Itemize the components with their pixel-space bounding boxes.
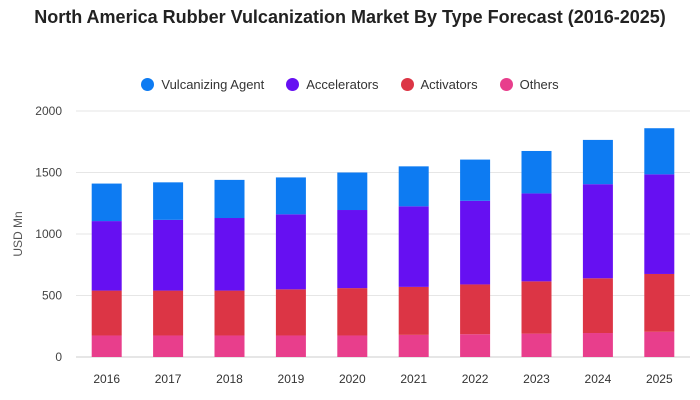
legend-swatch-icon: [286, 77, 300, 91]
x-tick-label: 2025: [646, 372, 673, 386]
x-tick-label: 2022: [462, 372, 489, 386]
x-tick-label: 2017: [155, 372, 182, 386]
legend-label: Others: [519, 76, 559, 92]
legend-label: Accelerators: [306, 76, 379, 92]
x-tick-label: 2020: [339, 372, 366, 386]
bar-segment-activators: [582, 278, 613, 334]
bar-segment-activators: [214, 290, 245, 336]
legend-item[interactable]: Vulcanizing Agent: [141, 77, 264, 92]
x-tick-label: 2023: [523, 372, 550, 386]
bar-segment-activators: [337, 288, 368, 336]
bar-segment-others: [337, 335, 368, 357]
y-tick-label: 1500: [35, 166, 62, 180]
x-tick-label: 2016: [93, 372, 120, 386]
bar-segment-accelerators: [91, 221, 122, 291]
bar-segment-vulcanizing-agent: [521, 150, 552, 194]
bar-segment-vulcanizing-agent: [337, 172, 368, 211]
bar-segment-others: [644, 331, 675, 357]
bar-segment-activators: [460, 284, 491, 335]
y-tick-label: 500: [42, 289, 62, 303]
bar-segment-others: [214, 335, 245, 357]
legend-swatch-icon: [499, 77, 513, 91]
bar-segment-accelerators: [275, 214, 306, 290]
bar-segment-others: [153, 335, 184, 357]
legend-item[interactable]: Accelerators: [286, 76, 379, 92]
legend-label: Activators: [420, 76, 478, 92]
bar-segment-accelerators: [153, 219, 184, 291]
y-axis-label: USD Mn: [11, 211, 25, 256]
bar-segment-vulcanizing-agent: [153, 182, 184, 220]
bar-segment-activators: [275, 289, 306, 336]
legend-label: Vulcanizing Agent: [161, 76, 265, 92]
bar-segment-vulcanizing-agent: [582, 139, 613, 185]
bar-segment-activators: [398, 286, 429, 335]
x-tick-label: 2021: [400, 372, 427, 386]
x-tick-label: 2018: [216, 372, 243, 386]
bar-segment-vulcanizing-agent: [644, 128, 675, 175]
bar-segment-activators: [91, 290, 122, 336]
bar-segment-activators: [644, 273, 675, 332]
legend-item[interactable]: Activators: [400, 76, 478, 92]
bar-segment-others: [398, 334, 429, 357]
bar-segment-others: [521, 333, 552, 357]
y-tick-label: 0: [55, 350, 62, 364]
bar-segment-vulcanizing-agent: [214, 179, 245, 219]
bar-segment-others: [91, 335, 122, 357]
bar-segment-accelerators: [521, 193, 552, 282]
bar-segment-accelerators: [214, 218, 245, 291]
bar-segment-accelerators: [337, 210, 368, 289]
bar-segment-activators: [153, 290, 184, 336]
x-tick-label: 2024: [585, 372, 612, 386]
bar-segment-vulcanizing-agent: [398, 166, 429, 207]
y-tick-label: 1000: [35, 227, 62, 241]
bar-segment-accelerators: [644, 174, 675, 274]
bar-segment-accelerators: [460, 200, 491, 285]
chart-legend: Vulcanizing Agent Accelerators Activators O…: [0, 74, 700, 94]
bar-segment-vulcanizing-agent: [275, 177, 306, 215]
legend-swatch-icon: [400, 77, 414, 91]
bar-segment-accelerators: [582, 184, 613, 279]
bar-segment-others: [460, 334, 491, 357]
legend-swatch-icon: [141, 77, 155, 91]
y-tick-label: 2000: [35, 104, 62, 118]
bar-segment-others: [275, 335, 306, 357]
bar-segment-vulcanizing-agent: [460, 159, 491, 201]
bar-segment-accelerators: [398, 206, 429, 287]
x-tick-label: 2019: [278, 372, 305, 386]
chart-title: North America Rubber Vulcanization Marke…: [34, 7, 666, 27]
bar-segment-activators: [521, 281, 552, 334]
bar-segment-vulcanizing-agent: [91, 183, 122, 222]
bar-segment-others: [582, 333, 613, 357]
legend-item[interactable]: Others: [499, 76, 559, 92]
